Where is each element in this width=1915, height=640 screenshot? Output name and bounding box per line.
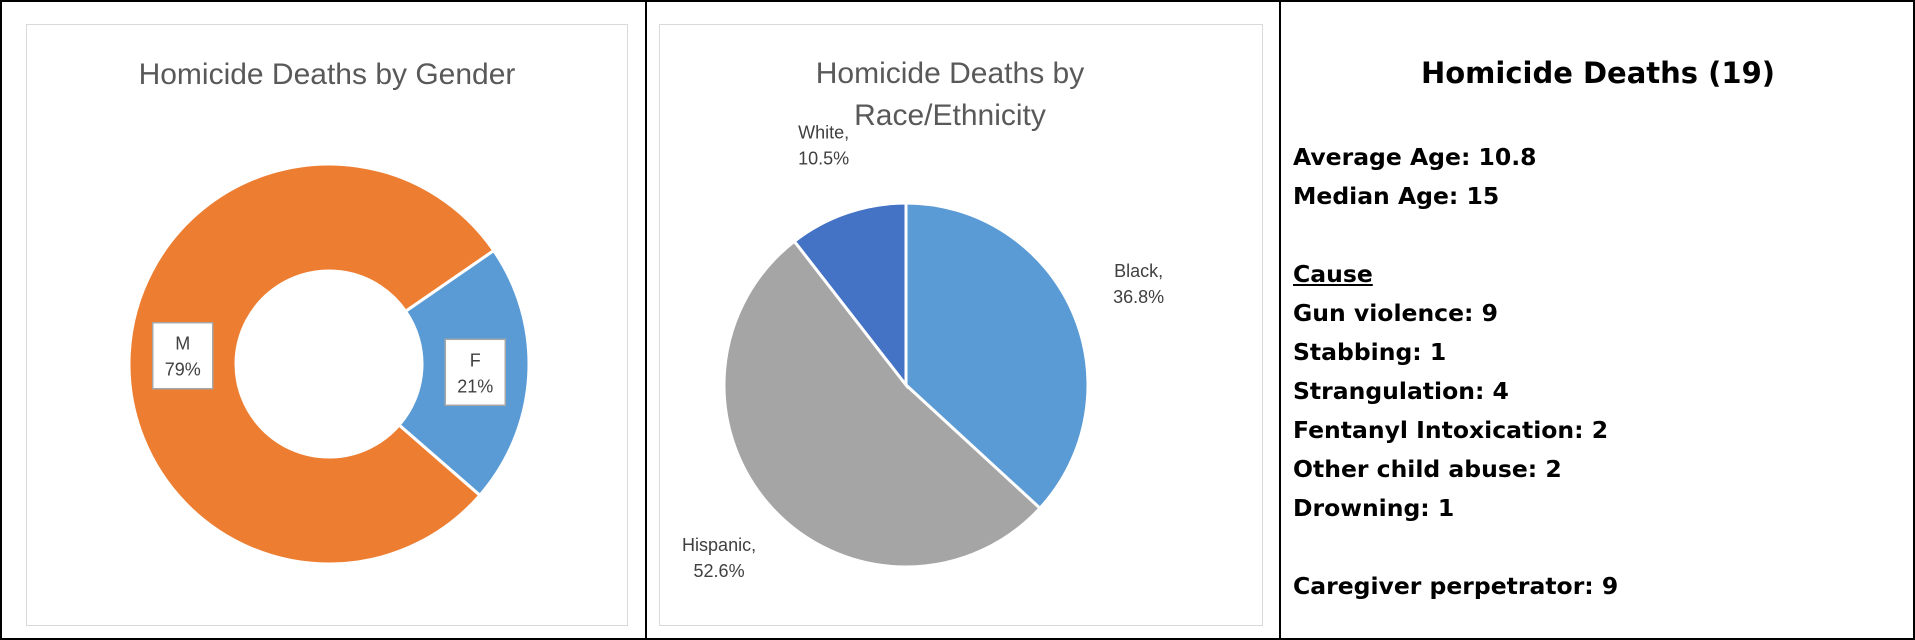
race-chart-title-line1: Homicide Deaths by xyxy=(816,57,1084,90)
gender-donut-chart: Homicide Deaths by Gender F 21% M 79% xyxy=(127,58,531,566)
race-chart-cell: Homicide Deaths by Race/Ethnicity Black,… xyxy=(647,2,1281,638)
donut-slice-m xyxy=(127,162,496,566)
donut-category-label: F xyxy=(470,350,481,370)
average-age: Average Age: 10.8 xyxy=(1293,143,1537,171)
data-label-box xyxy=(444,338,507,407)
race-chart-title-line2: Race/Ethnicity xyxy=(854,99,1046,132)
pie-slice-black xyxy=(904,201,1090,511)
donut-value-label: 21% xyxy=(457,376,493,396)
pie-value-label: 10.5% xyxy=(798,149,849,169)
gender-chart-frame: Homicide Deaths by Gender F 21% M 79% xyxy=(26,24,628,626)
summary-title: Homicide Deaths (19) xyxy=(1420,56,1776,90)
pie-category-label: White, xyxy=(798,123,849,143)
cause-item: Other child abuse: 2 xyxy=(1293,455,1562,483)
gender-chart-title: Homicide Deaths by Gender xyxy=(139,58,516,91)
gender-chart-cell: Homicide Deaths by Gender F 21% M 79% xyxy=(2,2,647,638)
cause-item: Fentanyl Intoxication: 2 xyxy=(1293,416,1609,444)
pie-category-label: Hispanic, xyxy=(682,535,756,555)
data-label-box xyxy=(151,321,214,390)
cause-item: Stabbing: 1 xyxy=(1293,338,1447,366)
pie-slice-hispanic xyxy=(722,239,1043,569)
cause-item: Gun violence: 9 xyxy=(1293,299,1498,327)
median-age: Median Age: 15 xyxy=(1293,182,1500,210)
race-chart-frame: Homicide Deaths by Race/Ethnicity Black,… xyxy=(659,24,1263,626)
summary-cell: Homicide Deaths (19) Average Age: 10.8 M… xyxy=(1281,2,1913,638)
donut-category-label: M xyxy=(175,334,190,354)
pie-slice-white xyxy=(792,201,908,390)
cause-heading: Cause xyxy=(1293,260,1373,288)
donut-value-label: 79% xyxy=(165,360,201,380)
pie-value-label: 36.8% xyxy=(1113,287,1164,307)
cause-item: Strangulation: 4 xyxy=(1293,377,1509,405)
pie-value-label: 52.6% xyxy=(694,561,745,581)
caregiver-perpetrator: Caregiver perpetrator: 9 xyxy=(1293,572,1619,600)
cause-item: Drowning: 1 xyxy=(1293,494,1455,522)
race-pie-chart: Homicide Deaths by Race/Ethnicity Black,… xyxy=(682,57,1164,581)
pie-category-label: Black, xyxy=(1114,261,1163,281)
